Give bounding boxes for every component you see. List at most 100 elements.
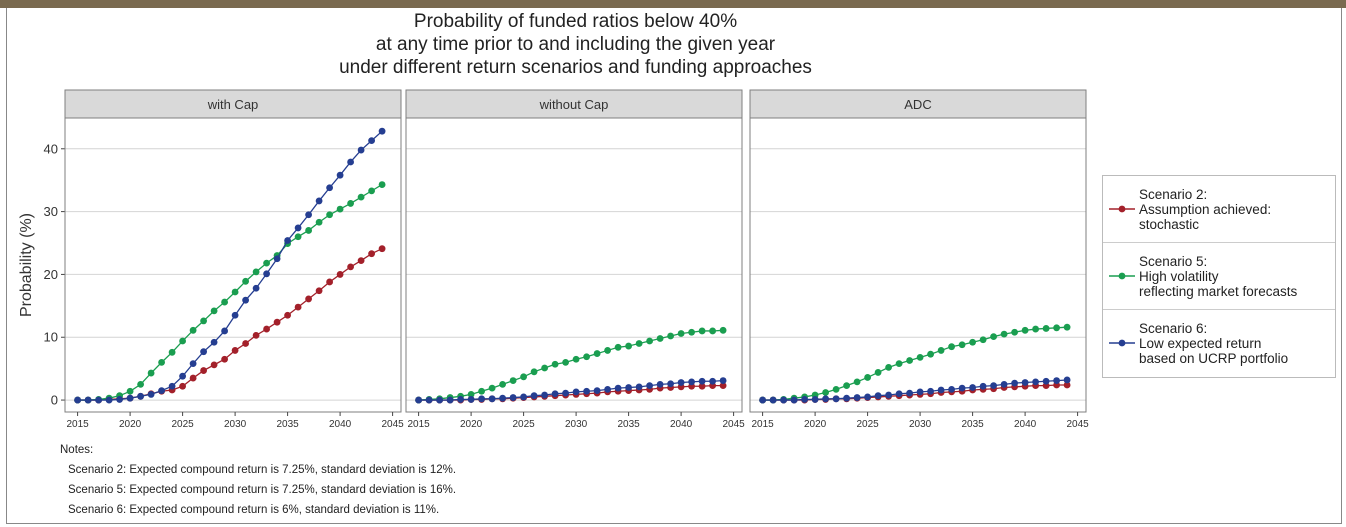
panel <box>750 118 1086 412</box>
data-point <box>189 360 197 368</box>
data-point <box>221 298 229 306</box>
data-point <box>200 348 208 356</box>
data-point <box>562 358 569 366</box>
x-tick-label: 2015 <box>66 419 89 430</box>
data-point <box>425 396 433 404</box>
data-point <box>646 337 653 345</box>
data-point <box>551 390 559 398</box>
data-point <box>562 389 569 397</box>
notes: Notes: Scenario 2: Expected compound ret… <box>60 440 456 520</box>
data-point <box>179 372 187 380</box>
data-point <box>520 393 527 401</box>
data-point <box>822 395 829 403</box>
data-point <box>357 193 365 201</box>
data-point <box>1063 323 1071 331</box>
x-tick-label: 2045 <box>722 419 745 430</box>
data-point <box>305 227 312 234</box>
data-point <box>221 327 229 335</box>
x-tick-label: 2040 <box>1014 419 1037 430</box>
data-point <box>189 374 197 382</box>
data-point <box>625 342 632 350</box>
data-point <box>1053 324 1060 332</box>
data-point <box>759 396 766 404</box>
data-point <box>478 395 485 403</box>
data-point <box>168 382 176 390</box>
data-point <box>168 348 176 356</box>
legend-glyph <box>1109 272 1135 280</box>
data-point <box>105 396 113 404</box>
data-point <box>116 396 123 403</box>
data-point <box>210 307 218 315</box>
y-tick-label: 40 <box>44 141 58 156</box>
data-point <box>593 387 601 395</box>
data-point <box>719 382 727 390</box>
data-point <box>864 374 871 381</box>
data-point <box>541 391 548 399</box>
data-point <box>1042 377 1050 385</box>
data-point <box>326 278 333 286</box>
data-point <box>948 385 955 393</box>
data-point <box>1011 328 1018 336</box>
data-point <box>457 396 464 403</box>
x-tick-label: 2035 <box>961 419 984 430</box>
data-point <box>769 396 777 404</box>
data-point <box>667 332 674 340</box>
data-point <box>625 384 632 391</box>
data-point <box>990 382 997 390</box>
legend-label: Scenario 5: High volatility reflecting m… <box>1139 254 1298 299</box>
panel <box>65 118 401 412</box>
data-point <box>315 218 323 226</box>
data-point <box>948 343 955 351</box>
data-point <box>832 395 840 403</box>
data-point <box>709 377 716 385</box>
data-point <box>273 318 281 326</box>
x-tick-label: 2030 <box>565 419 588 430</box>
data-point <box>336 205 344 213</box>
data-point <box>635 383 643 391</box>
legend-dot <box>1118 205 1126 213</box>
data-point <box>677 330 685 337</box>
note-line: Scenario 5: Expected compound return is … <box>68 484 457 496</box>
data-point <box>305 211 312 219</box>
x-tick-label: 2025 <box>512 419 535 430</box>
data-point <box>231 347 239 354</box>
legend-glyph <box>1109 339 1135 347</box>
data-point <box>698 377 706 385</box>
data-point <box>646 382 653 390</box>
data-point <box>95 396 102 404</box>
data-point <box>1011 379 1018 387</box>
data-point <box>832 385 840 393</box>
data-point <box>906 357 913 364</box>
data-point <box>252 331 260 339</box>
legend-dot <box>1118 339 1126 347</box>
data-point <box>252 268 260 276</box>
data-point <box>242 340 250 347</box>
data-point <box>667 380 674 388</box>
data-point <box>614 384 622 392</box>
data-point <box>572 388 580 396</box>
data-point <box>688 328 695 336</box>
data-point <box>864 393 871 401</box>
data-point <box>347 200 354 207</box>
y-tick-label: 20 <box>44 267 58 282</box>
x-tick-label: 2035 <box>617 419 640 430</box>
data-point <box>990 333 997 341</box>
data-point <box>969 338 976 346</box>
data-point <box>916 388 924 396</box>
data-point <box>1021 326 1029 334</box>
legend-item: Scenario 6: Low expected return based on… <box>1103 310 1335 377</box>
data-point <box>263 259 270 267</box>
panel-border <box>749 117 1087 413</box>
data-point <box>885 363 892 371</box>
data-point <box>895 390 903 398</box>
data-point <box>478 387 485 395</box>
data-point <box>927 387 934 395</box>
data-point <box>179 337 187 345</box>
data-point <box>446 396 454 404</box>
data-point <box>937 347 945 354</box>
x-tick-label: 2020 <box>460 419 483 430</box>
x-tick-label: 2045 <box>1066 419 1089 430</box>
x-tick-label: 2025 <box>171 419 194 430</box>
data-point <box>698 382 706 390</box>
